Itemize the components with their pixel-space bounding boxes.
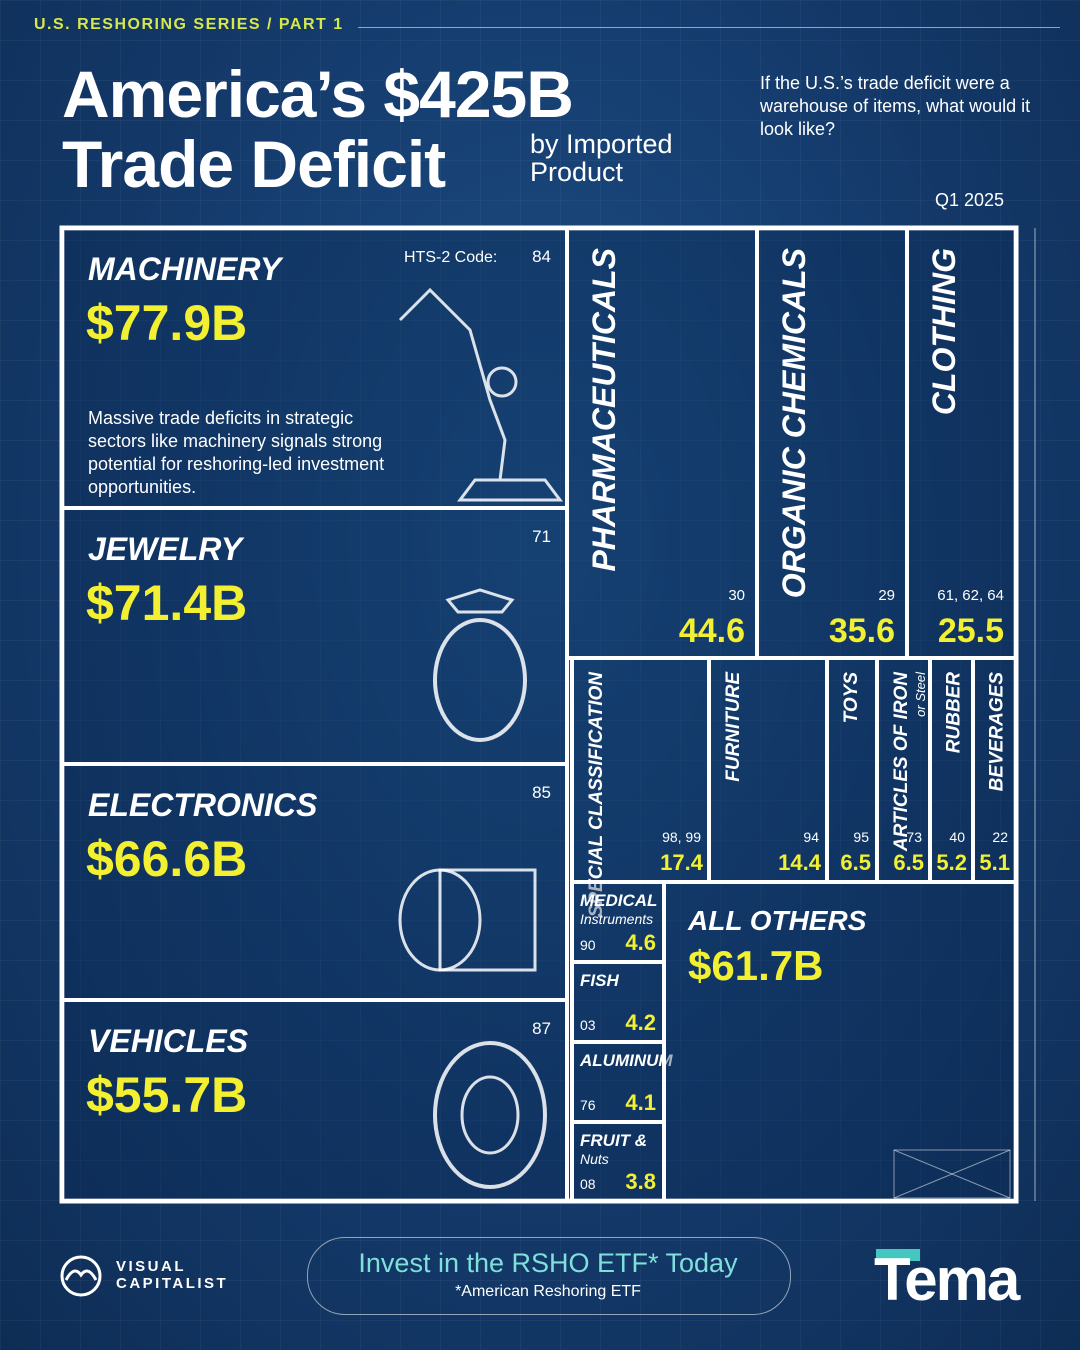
value-aluminum: 4.1: [625, 1090, 656, 1115]
tema-logo-mark: [876, 1249, 920, 1261]
cell-rubber: [928, 656, 975, 884]
code-medical: 90: [580, 937, 596, 953]
code-clothing: 61, 62, 64: [937, 587, 1004, 604]
label-machinery: MACHINERY: [88, 251, 284, 287]
label-vehicles: VEHICLES: [88, 1023, 249, 1059]
visual-capitalist-logo-text: VISUAL CAPITALIST: [116, 1258, 228, 1292]
tema-logo: Tema: [874, 1246, 1020, 1313]
code-special-classification: 98, 99: [662, 829, 701, 845]
robot-arm-icon: [398, 287, 563, 502]
value-machinery: $77.9B: [86, 295, 247, 351]
motor-body-icon: [438, 868, 537, 972]
label-fish: FISH: [580, 971, 619, 990]
crate-line: [893, 1149, 1011, 1199]
series-label: U.S. RESHORING SERIES / PART 1: [34, 16, 344, 33]
value-pharmaceuticals: 44.6: [679, 612, 745, 650]
label-medical: MEDICAL: [580, 891, 657, 910]
cell-jewelry: [60, 506, 569, 766]
label-electronics: ELECTRONICS: [88, 787, 318, 823]
sublabel-fruit: Nuts: [580, 1151, 609, 1167]
code-articles-of-iron: 73: [906, 829, 922, 845]
value-jewelry: $71.4B: [86, 575, 247, 631]
code-beverages: 22: [992, 829, 1008, 845]
sublabel-articles-of-iron: or Steel: [913, 671, 928, 717]
wheel-hub-icon: [460, 1075, 520, 1155]
value-vehicles: $55.7B: [86, 1067, 247, 1123]
cell-special-classification: [570, 656, 711, 884]
title-subtitle: by Imported Product: [530, 129, 673, 187]
label-articles-of-iron: ARTICLES OF IRON: [891, 671, 912, 852]
value-articles-of-iron: 6.5: [893, 850, 924, 875]
label-toys: TOYS: [841, 672, 862, 724]
label-clothing: CLOTHING: [926, 248, 962, 415]
label-pharmaceuticals: PHARMACEUTICALS: [586, 247, 622, 571]
cell-all-others: [662, 880, 1018, 1203]
value-medical: 4.6: [625, 930, 656, 955]
label-all-others: ALL OTHERS: [687, 905, 867, 936]
robot-joint-icon: [486, 366, 518, 398]
value-electronics: $66.6B: [86, 831, 247, 887]
code-organic-chemicals: 29: [878, 587, 895, 604]
note-line: sectors like machinery signals strong: [88, 431, 382, 451]
value-toys: 6.5: [840, 850, 871, 875]
code-toys: 95: [853, 829, 869, 845]
code-jewelry: 71: [532, 527, 551, 546]
code-furniture: 94: [803, 829, 819, 845]
code-rubber: 40: [949, 829, 965, 845]
cell-furniture: [707, 656, 829, 884]
code-pharmaceuticals: 30: [728, 587, 745, 604]
note-line: Massive trade deficits in strategic: [88, 408, 353, 428]
value-all-others: $61.7B: [688, 942, 823, 989]
code-vehicles: 87: [532, 1019, 551, 1038]
title-line-1: America’s $425B: [62, 57, 574, 131]
note-line: potential for reshoring-led investment: [88, 454, 384, 474]
diamond-icon: [445, 588, 515, 614]
value-clothing: 25.5: [938, 612, 1004, 650]
code-fruit: 08: [580, 1176, 596, 1192]
note-line: opportunities.: [88, 477, 196, 497]
intro-question: If the U.S.’s trade deficit were a wareh…: [760, 73, 1031, 139]
logo-line-2: CAPITALIST: [116, 1275, 229, 1292]
label-furniture: FURNITURE: [723, 671, 744, 782]
period-label: Q1 2025: [935, 190, 1005, 210]
ring-icon: [433, 618, 527, 742]
tire-icon: [433, 1041, 547, 1189]
value-fish: 4.2: [625, 1010, 656, 1035]
code-machinery: 84: [532, 247, 551, 266]
value-organic-chemicals: 35.6: [829, 612, 895, 650]
cell-vehicles: [60, 998, 569, 1203]
code-heading: HTS-2 Code:: [404, 249, 497, 266]
code-aluminum: 76: [580, 1097, 596, 1113]
label-jewelry: JEWELRY: [88, 531, 245, 567]
label-aluminum: ALUMINUM: [579, 1051, 673, 1070]
visual-capitalist-logo-icon: [60, 1255, 102, 1297]
value-fruit: 3.8: [625, 1169, 656, 1194]
code-electronics: 85: [532, 783, 551, 802]
label-special-classification: SPECIAL CLASSIFICATION: [586, 671, 607, 918]
label-organic-chemicals: ORGANIC CHEMICALS: [776, 247, 812, 598]
value-furniture: 14.4: [778, 850, 822, 875]
sublabel-medical: Instruments: [580, 911, 653, 927]
title-line-2: Trade Deficit: [62, 127, 446, 201]
cta-pill[interactable]: [307, 1237, 791, 1315]
logo-line-1: VISUAL: [116, 1258, 187, 1275]
label-fruit: FRUIT &: [580, 1131, 647, 1150]
crate-outline: [893, 1149, 1011, 1199]
cta-footnote: *American Reshoring ETF: [455, 1283, 641, 1300]
value-beverages: 5.1: [979, 850, 1010, 875]
value-special-classification: 17.4: [660, 850, 704, 875]
label-rubber: RUBBER: [944, 672, 965, 754]
cta-text[interactable]: Invest in the RSHO ETF* Today: [358, 1248, 738, 1278]
label-beverages: BEVERAGES: [987, 672, 1008, 792]
code-fish: 03: [580, 1017, 596, 1033]
value-rubber: 5.2: [936, 850, 967, 875]
series-divider: [358, 27, 1060, 28]
cell-organic-chemicals: [755, 226, 909, 660]
